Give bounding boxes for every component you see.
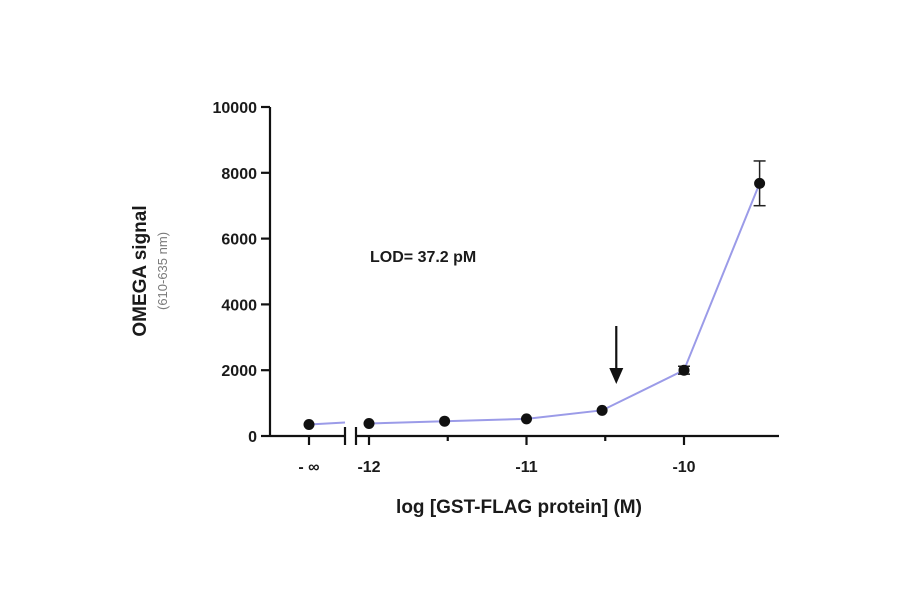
zero-line-stub [308, 421, 346, 426]
lod-annotation: LOD= 37.2 pM [370, 249, 476, 266]
y-tick-label: 8000 [221, 166, 257, 183]
x-tick-label: - ∞ [298, 459, 319, 476]
axes: 0 2000 4000 6000 8000 10000 - ∞ -12 -11 -10 [213, 100, 779, 476]
x-axis-label: log [GST-FLAG protein] (M) [396, 497, 642, 518]
data-point [439, 415, 451, 427]
lod-arrow-head [609, 368, 624, 384]
zero-data-point [303, 418, 315, 430]
data-point [363, 417, 375, 429]
data-point [521, 413, 532, 425]
y-tick-label: 0 [248, 429, 257, 446]
x-tick-label: -11 [515, 459, 537, 476]
y-tick-label: 10000 [213, 100, 258, 117]
series-line [368, 182, 761, 425]
data-point [678, 364, 690, 376]
data-marks [303, 160, 766, 430]
y-axis-label: OMEGA signal [130, 205, 151, 336]
x-tick-label: -12 [357, 459, 380, 476]
y-tick-label: 4000 [221, 297, 257, 314]
y-tick-label: 6000 [221, 232, 257, 249]
y-axis-sublabel: (610-635 nm) [155, 232, 170, 310]
data-point [596, 404, 608, 416]
y-tick-label: 2000 [221, 363, 257, 380]
data-point [754, 177, 766, 189]
x-tick-label: -10 [672, 459, 695, 476]
